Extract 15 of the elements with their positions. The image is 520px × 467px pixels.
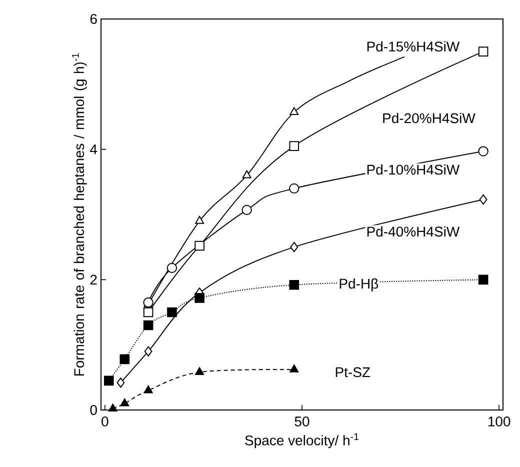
- y-tick-label: 4: [90, 144, 98, 154]
- x-tick-label: 0: [102, 416, 108, 426]
- y-tick-label: 0: [90, 405, 97, 415]
- x-tick-label: 50: [294, 416, 310, 426]
- series-label: Pd-10%H4SiW: [367, 164, 460, 175]
- series-label: Pd-15%H4SiW: [367, 41, 460, 52]
- y-tick-label: 2: [90, 274, 97, 285]
- y-axis-title: Formation rate of branched heptanes / mmol (g h)$^{-1}$: [72, 53, 87, 376]
- text: Pt-SZ: [336, 367, 370, 378]
- x-axis-title: Space velocity/ h$^{-1}$: [245, 433, 359, 448]
- series-label: Pd-20%H4SiW: [383, 112, 476, 124]
- y-tick-label: 6: [90, 14, 97, 24]
- x-tick-label: 100: [488, 416, 510, 426]
- series-label: Pd-40%H4SiW: [367, 226, 460, 237]
- series-label: Pd-Hβ: [340, 278, 378, 292]
